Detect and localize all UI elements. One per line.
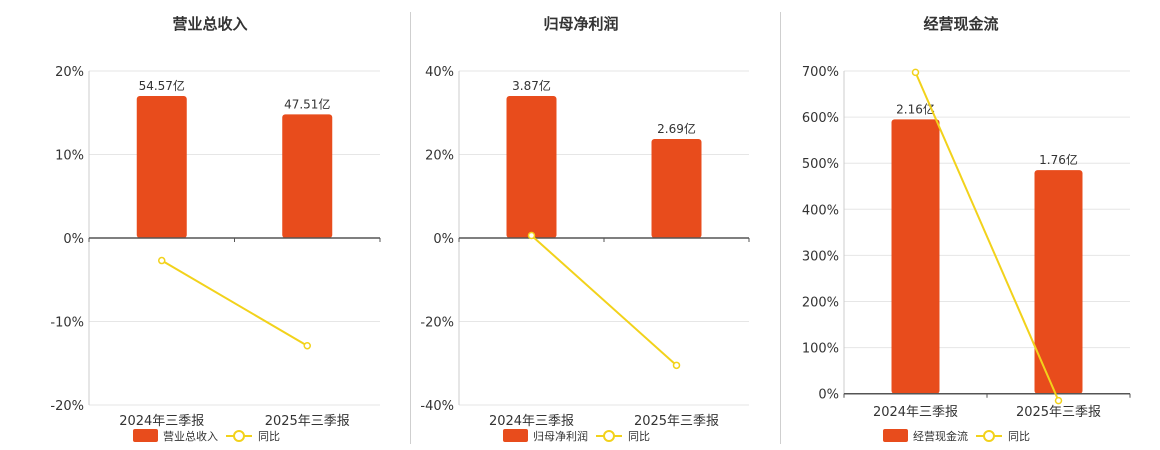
- y-tick-label: -10%: [50, 316, 84, 331]
- chart-title: 营业总收入: [172, 15, 247, 33]
- bar: [891, 119, 940, 394]
- bar-data-label: 2.16亿: [896, 101, 935, 116]
- x-tick-label: 2025年三季报: [265, 414, 350, 429]
- line-series: [161, 259, 308, 347]
- bar: [136, 96, 187, 238]
- y-tick-label: 40%: [425, 65, 454, 80]
- legend-line-marker: [603, 430, 615, 442]
- y-tick-label: 0%: [433, 232, 454, 247]
- bar: [506, 96, 557, 238]
- bar-data-label: 47.51亿: [284, 96, 330, 111]
- line-point: [303, 341, 311, 350]
- chart-divider: [410, 12, 411, 444]
- y-tick-label: 0%: [63, 232, 84, 247]
- bar-data-label: 2.69亿: [657, 121, 696, 136]
- y-tick-label: -40%: [420, 399, 454, 414]
- legend-bar-swatch: [133, 429, 158, 442]
- x-tick-label: 2025年三季报: [1016, 405, 1101, 420]
- legend-bar-swatch: [503, 429, 528, 442]
- y-tick-label: 700%: [802, 65, 839, 80]
- legend-bar-swatch: [883, 429, 908, 442]
- legend-label: 经营现金流: [913, 429, 968, 443]
- legend-label: 营业总收入: [163, 429, 218, 443]
- bar-data-label: 1.76亿: [1039, 152, 1078, 167]
- legend-line-marker: [233, 430, 245, 442]
- y-tick-label: 500%: [802, 157, 839, 172]
- x-tick-label: 2024年三季报: [489, 414, 574, 429]
- y-tick-label: 600%: [802, 111, 839, 126]
- legend-label: 同比: [1008, 430, 1030, 443]
- bar: [651, 139, 702, 238]
- chart-divider: [780, 12, 781, 444]
- line-series: [530, 234, 678, 367]
- x-tick-label: 2025年三季报: [634, 414, 719, 429]
- line-point: [672, 361, 681, 370]
- line-point: [1054, 396, 1063, 405]
- y-tick-label: 10%: [55, 149, 84, 164]
- net-profit-chart: 归母净利润 -40% -20% 0% 20% 40% 3.87亿 2.69亿 2024年三季报 2…: [420, 15, 750, 443]
- revenue-chart: 营业总收入 -20% -10% 0% 10% 20% 54.57亿 47.51亿 2024年三季…: [50, 15, 381, 443]
- operating-cash-flow-chart: 经营现金流 0% 100% 200% 300% 400% 500% 600% 700% 2.16亿…: [802, 15, 1131, 443]
- y-tick-label: 20%: [55, 65, 84, 80]
- legend-line-marker: [983, 430, 995, 442]
- chart-title: 经营现金流: [923, 15, 998, 33]
- y-tick-label: 200%: [802, 295, 839, 310]
- line-series: [914, 71, 1060, 402]
- bar-data-label: 3.87亿: [512, 78, 551, 93]
- legend-label: 同比: [628, 430, 650, 443]
- y-tick-label: -20%: [420, 316, 454, 331]
- line-point: [527, 231, 536, 240]
- bar-data-label: 54.57亿: [139, 78, 185, 93]
- y-tick-label: 100%: [802, 342, 839, 357]
- x-tick-label: 2024年三季报: [119, 414, 204, 429]
- y-tick-label: -20%: [50, 399, 84, 414]
- y-tick-label: 400%: [802, 203, 839, 218]
- legend-label: 归母净利润: [533, 429, 588, 443]
- legend-label: 同比: [258, 430, 280, 443]
- x-tick-label: 2024年三季报: [873, 405, 958, 420]
- bar: [282, 114, 333, 238]
- line-point: [911, 68, 920, 77]
- y-tick-label: 20%: [425, 149, 454, 164]
- y-tick-label: 0%: [818, 388, 839, 403]
- line-point: [158, 256, 166, 265]
- y-tick-label: 300%: [802, 249, 839, 264]
- chart-title: 归母净利润: [543, 15, 618, 33]
- bar: [1034, 170, 1083, 394]
